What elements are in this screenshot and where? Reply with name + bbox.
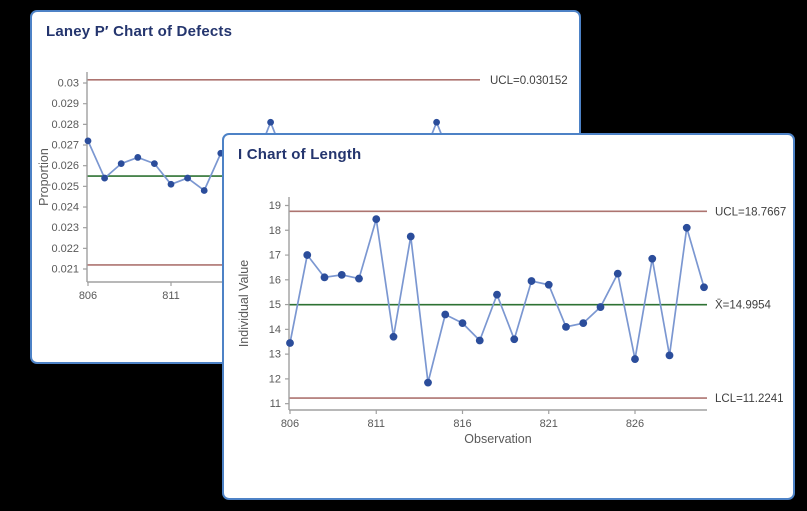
data-point bbox=[562, 322, 570, 331]
data-point bbox=[337, 270, 346, 279]
x-tick-label: 811 bbox=[162, 290, 180, 302]
data-point bbox=[406, 232, 415, 241]
y-tick-label: 0.023 bbox=[51, 222, 79, 234]
y-tick-label: 13 bbox=[269, 349, 281, 361]
y-tick-label: 17 bbox=[269, 250, 281, 262]
data-point bbox=[544, 280, 553, 289]
data-point bbox=[510, 335, 519, 344]
data-point bbox=[320, 273, 329, 282]
data-point bbox=[527, 277, 536, 285]
data-point bbox=[433, 118, 440, 126]
y-tick-label: 0.028 bbox=[51, 119, 79, 131]
y-tick-label: 19 bbox=[269, 200, 281, 212]
x-tick-label: 821 bbox=[540, 418, 558, 430]
y-tick-label: 15 bbox=[269, 299, 281, 311]
y-tick-label: 0.025 bbox=[51, 181, 79, 193]
data-point bbox=[117, 160, 125, 168]
y-tick-label: 12 bbox=[269, 373, 281, 385]
data-point bbox=[424, 378, 432, 387]
y-tick-label: 0.021 bbox=[51, 264, 79, 276]
data-point bbox=[151, 160, 158, 168]
y-tick-label: 16 bbox=[269, 274, 281, 286]
x-tick-label: 806 bbox=[79, 290, 97, 302]
data-point bbox=[101, 174, 108, 182]
data-point bbox=[596, 303, 605, 311]
data-point bbox=[700, 283, 708, 292]
ichart-plot: UCL=18.7667 X̄=14.9954 LCL=11.2241 19 18 17 16… bbox=[237, 197, 786, 446]
y-tick-label: 14 bbox=[269, 324, 281, 336]
ucl-label: UCL=18.7667 bbox=[715, 206, 786, 218]
x-tick-label: 811 bbox=[367, 418, 385, 430]
y-axis-title: Individual Value bbox=[237, 260, 251, 347]
laney-chart-title: Laney P′ Chart of Defects bbox=[46, 23, 233, 40]
data-point bbox=[458, 319, 467, 328]
data-point bbox=[493, 290, 501, 299]
y-tick-label: 0.027 bbox=[51, 140, 79, 152]
data-point bbox=[167, 180, 175, 188]
y-tick-label: 18 bbox=[269, 225, 281, 237]
data-point bbox=[84, 137, 92, 145]
ucl-label: UCL=0.030152 bbox=[490, 75, 568, 87]
data-point bbox=[200, 187, 208, 194]
lcl-label: LCL=11.2241 bbox=[715, 393, 784, 405]
data-point bbox=[389, 332, 398, 341]
data-point bbox=[134, 154, 142, 161]
xbar-label: X̄=14.9954 bbox=[715, 299, 772, 312]
data-point bbox=[286, 339, 294, 347]
data-point bbox=[355, 274, 363, 283]
data-point bbox=[631, 355, 639, 363]
data-point bbox=[441, 310, 450, 319]
x-tick-label: 806 bbox=[281, 418, 299, 430]
x-axis-title: Observation bbox=[464, 432, 531, 446]
y-axis-title: Proportion bbox=[37, 148, 51, 206]
data-point bbox=[665, 351, 674, 360]
ichart-window[interactable]: I Chart of Length UCL=18.7667 X̄=14.9954 L… bbox=[222, 133, 795, 500]
data-point bbox=[303, 251, 312, 259]
y-tick-label: 0.026 bbox=[51, 160, 79, 172]
data-point bbox=[267, 118, 274, 126]
ichart-title: I Chart of Length bbox=[238, 146, 362, 163]
y-tick-label: 0.029 bbox=[51, 98, 79, 110]
x-tick-label: 826 bbox=[626, 418, 644, 430]
y-tick-label: 11 bbox=[270, 398, 281, 410]
x-tick-label: 816 bbox=[453, 418, 471, 430]
y-tick-label: 0.022 bbox=[51, 243, 79, 255]
data-point bbox=[372, 215, 381, 224]
data-point bbox=[475, 336, 484, 345]
data-point bbox=[613, 269, 622, 278]
data-point bbox=[648, 254, 657, 263]
series-line bbox=[289, 218, 705, 384]
data-point bbox=[184, 174, 192, 182]
data-point bbox=[579, 319, 588, 328]
y-tick-label: 0.024 bbox=[51, 202, 79, 214]
data-point bbox=[682, 223, 691, 232]
y-tick-label: 0.03 bbox=[58, 78, 79, 90]
